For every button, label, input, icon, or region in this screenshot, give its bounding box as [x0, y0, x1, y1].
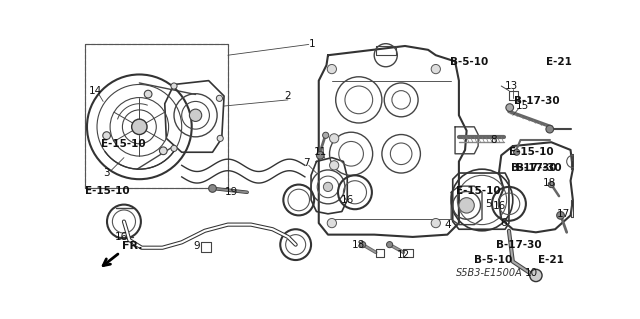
Circle shape	[431, 219, 440, 228]
Circle shape	[171, 145, 177, 152]
Text: E-21: E-21	[546, 57, 572, 67]
Circle shape	[159, 147, 167, 155]
Circle shape	[132, 119, 147, 135]
Text: B-17-30: B-17-30	[516, 163, 562, 174]
Text: 15: 15	[515, 101, 529, 111]
Circle shape	[387, 241, 393, 248]
Text: E-15-10: E-15-10	[509, 147, 554, 157]
Text: FR.: FR.	[122, 241, 142, 251]
Text: 14: 14	[89, 85, 102, 96]
Circle shape	[330, 134, 339, 143]
Text: 17: 17	[557, 209, 570, 219]
Circle shape	[431, 64, 440, 74]
Text: 12: 12	[397, 250, 410, 260]
Circle shape	[209, 185, 216, 192]
Circle shape	[327, 64, 337, 74]
Circle shape	[530, 269, 542, 282]
Text: 16: 16	[493, 201, 506, 211]
Text: E-21: E-21	[538, 255, 564, 265]
Circle shape	[316, 152, 324, 159]
Text: 4: 4	[445, 219, 451, 230]
Text: 16: 16	[115, 232, 128, 242]
Text: 19: 19	[225, 187, 238, 197]
Circle shape	[360, 241, 365, 248]
Circle shape	[189, 109, 202, 122]
Text: E-15-10: E-15-10	[456, 186, 500, 196]
Circle shape	[459, 198, 474, 213]
Text: 10: 10	[525, 268, 538, 278]
Text: B-5-10: B-5-10	[474, 255, 513, 265]
Text: 7: 7	[303, 158, 310, 168]
Text: E-15-10: E-15-10	[86, 186, 130, 196]
Text: 18: 18	[352, 240, 365, 250]
Text: S5B3-E1500A: S5B3-E1500A	[456, 268, 523, 278]
Text: 3: 3	[103, 168, 109, 178]
Circle shape	[330, 161, 339, 170]
Circle shape	[506, 104, 513, 111]
Circle shape	[557, 211, 564, 219]
Text: E-15-10: E-15-10	[101, 139, 146, 149]
Circle shape	[546, 125, 554, 133]
Text: 9: 9	[194, 241, 200, 251]
Text: 16: 16	[340, 195, 354, 205]
Circle shape	[217, 135, 223, 141]
Circle shape	[144, 90, 152, 98]
Circle shape	[323, 132, 329, 138]
Text: 18: 18	[543, 178, 556, 188]
Text: 1: 1	[309, 40, 316, 49]
Text: B-17-30: B-17-30	[511, 163, 557, 173]
Text: B-17-30: B-17-30	[495, 240, 541, 249]
Text: 6: 6	[500, 218, 507, 228]
Text: 11: 11	[314, 147, 327, 157]
Circle shape	[171, 83, 177, 89]
Circle shape	[103, 132, 111, 139]
Text: 13: 13	[504, 81, 518, 91]
Text: 8: 8	[490, 135, 497, 145]
Circle shape	[513, 149, 520, 155]
Circle shape	[323, 182, 333, 191]
Text: 5: 5	[485, 199, 492, 209]
Text: B-5-10: B-5-10	[450, 57, 488, 67]
Text: B-17-30: B-17-30	[515, 96, 560, 107]
Circle shape	[327, 219, 337, 228]
Text: 2: 2	[285, 91, 291, 101]
Circle shape	[548, 182, 554, 188]
Circle shape	[216, 95, 223, 101]
